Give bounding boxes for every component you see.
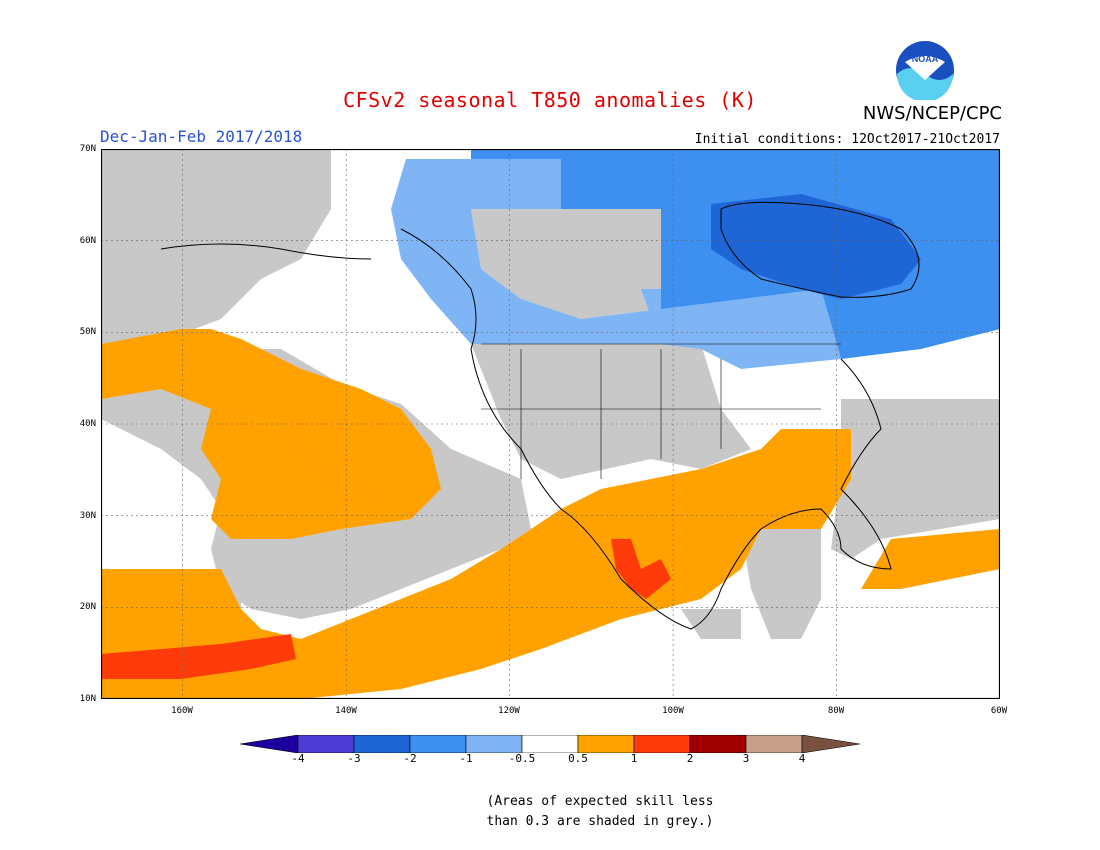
anomaly-minus-1-to-minus-0.5 <box>391 159 841 369</box>
anomaly-map <box>101 149 1000 699</box>
colorbar-tick: 0.5 <box>568 752 588 765</box>
anomaly-1-to-2 <box>101 539 671 679</box>
lat-label-30n: 30N <box>79 511 96 521</box>
lat-label-60n: 60N <box>79 236 96 246</box>
footnote-line-2: than 0.3 are shaded in grey.) <box>486 814 714 829</box>
colorbar-arrow-right <box>801 735 861 753</box>
coastlines <box>160 201 920 630</box>
forecast-period: Dec-Jan-Feb 2017/2018 <box>100 127 303 146</box>
lon-label-60w: 60W <box>990 706 1008 716</box>
colorbar-arrow-left <box>240 735 299 753</box>
chart-title: CFSv2 seasonal T850 anomalies (K) <box>343 88 757 112</box>
colorbar-tick: -1 <box>459 752 473 765</box>
colorbar-tick: 2 <box>686 752 694 765</box>
footnote-line-1: (Areas of expected skill less <box>486 794 714 809</box>
lat-label-70n: 70N <box>79 144 96 154</box>
map-frame <box>101 149 1000 699</box>
colorbar <box>240 735 861 753</box>
colorbar-tick: 3 <box>742 752 750 765</box>
anomaly-minus-3-to-minus-2 <box>711 194 921 299</box>
colorbar-tick: 4 <box>798 752 806 765</box>
colorbar-tick: -4 <box>291 752 305 765</box>
noaa-logo: NOAA <box>896 41 954 100</box>
political-borders <box>481 343 841 479</box>
lon-label-140w: 140W <box>335 706 357 716</box>
colorbar-tick: 1 <box>630 752 638 765</box>
lon-label-80w: 80W <box>827 706 845 716</box>
logo-text: NOAA <box>912 54 939 64</box>
anomaly-0.5-to-1 <box>101 329 1000 699</box>
lon-label-100w: 100W <box>662 706 684 716</box>
lon-label-120w: 120W <box>498 706 520 716</box>
lat-label-40n: 40N <box>79 419 96 429</box>
initial-conditions: Initial conditions: 12Oct2017-21Oct2017 <box>694 132 1000 147</box>
colorbar-tick: -0.5 <box>508 752 536 765</box>
colorbar-tick: -3 <box>347 752 361 765</box>
colorbar-tick: -2 <box>403 752 417 765</box>
lat-label-20n: 20N <box>79 602 96 612</box>
lat-label-10n: 10N <box>79 694 96 704</box>
gridlines <box>101 149 1000 699</box>
agency-label: NWS/NCEP/CPC <box>862 103 1002 124</box>
skill-footnote: (Areas of expected skill less than 0.3 a… <box>470 792 730 832</box>
lat-label-50n: 50N <box>79 327 96 337</box>
lon-label-160w: 160W <box>171 706 193 716</box>
